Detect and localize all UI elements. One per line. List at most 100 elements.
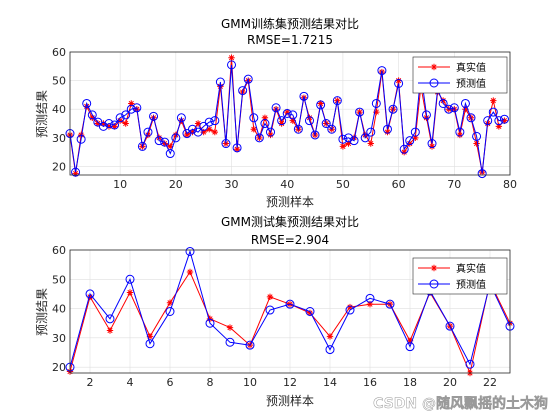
test-legend-box (412, 257, 508, 295)
train-predicted-point (271, 103, 281, 113)
test-predicted-point (345, 305, 355, 315)
test-legend-circle-marker (429, 279, 439, 289)
test-actual-point (186, 268, 194, 276)
train-predicted-point (171, 133, 181, 143)
train-predicted-point (494, 116, 504, 126)
train-predicted-point (215, 77, 225, 87)
train-actual-point (278, 120, 285, 127)
train-actual-point (72, 170, 79, 177)
train-x-tick-label: 40 (280, 178, 294, 191)
train-actual-point (94, 120, 102, 127)
train-actual-point (194, 120, 202, 127)
train-actual-point (400, 148, 408, 156)
test-predicted-point (165, 307, 175, 316)
test-y-axis-label: 预测结果 (35, 288, 49, 336)
train-predicted-point (232, 143, 242, 153)
train-predicted-point (349, 136, 359, 146)
test-legend-label-predicted: 预测值 (456, 278, 486, 291)
train-predicted-point (277, 116, 287, 126)
train-x-tick-label: 70 (447, 178, 461, 191)
test-actual-point (266, 293, 274, 301)
train-predicted-point (238, 86, 248, 96)
train-predicted-point (266, 127, 276, 137)
train-predicted-point (260, 119, 270, 129)
train-predicted-point (110, 120, 120, 130)
test-y-tick-label: 30 (52, 332, 66, 345)
train-actual-point (206, 126, 213, 133)
train-chart-subtitle: RMSE=1.7215 (247, 33, 333, 47)
train-chart-title: GMM训练集预测结果对比 (221, 16, 359, 31)
test-series-line-predicted (69, 249, 511, 368)
train-predicted-point (360, 133, 370, 143)
train-actual-point (228, 54, 235, 61)
train-actual-point (89, 114, 96, 121)
train-actual-point (412, 134, 419, 142)
test-actual-point (106, 327, 114, 334)
test-actual-point (146, 333, 154, 340)
train-predicted-point (444, 104, 454, 114)
train-predicted-point (449, 103, 459, 113)
test-predicted-point (265, 305, 275, 315)
train-actual-point (189, 128, 196, 136)
train-predicted-point (282, 109, 292, 118)
test-x-axis-label: 预测样本 (266, 393, 314, 408)
train-legend-box (412, 56, 508, 94)
train-predicted-point (126, 104, 136, 114)
train-actual-point (233, 146, 241, 153)
train-predicted-point (76, 134, 86, 144)
train-x-axis-label: 预测样本 (266, 194, 314, 209)
test-legend: 真实值 预测值 (412, 257, 508, 295)
train-predicted-point (227, 60, 237, 70)
test-chart: GMM测试集预测结果对比 RMSE=2.904 2 4 6 8 10 12 14 16 18 20… (35, 214, 515, 408)
train-predicted-point (249, 113, 259, 123)
train-predicted-point (154, 136, 164, 146)
train-actual-point (373, 108, 380, 116)
train-x-tick-label: 80 (503, 178, 517, 191)
test-predicted-point (145, 339, 155, 349)
train-predicted-point (499, 114, 509, 124)
train-actual-point (155, 134, 163, 142)
test-y-tick-label: 50 (52, 273, 66, 286)
train-predicted-point (221, 139, 231, 149)
train-legend-circle-marker (429, 78, 439, 88)
train-predicted-point (199, 121, 209, 131)
train-predicted-point (304, 116, 314, 126)
train-actual-point (456, 131, 464, 139)
train-predicted-point (388, 104, 398, 114)
train-predicted-point (71, 167, 81, 177)
train-actual-point (144, 131, 152, 139)
train-x-tick-label: 10 (113, 178, 127, 191)
train-predicted-point (210, 116, 220, 126)
test-actual-point (346, 303, 354, 311)
train-predicted-point (182, 129, 192, 139)
train-actual-point (423, 114, 430, 121)
test-legend-label-actual: 真实值 (456, 262, 486, 275)
test-actual-point (306, 309, 314, 317)
train-predicted-point (427, 139, 437, 149)
train-predicted-point (288, 110, 298, 120)
test-x-tick-label: 16 (363, 376, 377, 389)
test-y-tick-label: 40 (52, 303, 66, 316)
train-actual-point (501, 117, 508, 124)
train-actual-point (406, 140, 413, 147)
test-predicted-point (245, 340, 255, 350)
train-actual-point (339, 143, 347, 150)
test-x-tick-label: 14 (323, 376, 337, 389)
test-plot-frame (69, 249, 511, 374)
train-predicted-point (466, 113, 476, 123)
train-actual-point (172, 131, 180, 139)
train-actual-point (100, 120, 107, 127)
train-chart: GMM训练集预测结果对比 RMSE=1.7215 10 20 30 40 50 60 70 8… (35, 16, 517, 209)
train-predicted-point (421, 110, 431, 120)
test-predicted-point (445, 321, 455, 331)
train-predicted-point (204, 117, 214, 127)
test-x-tick-label: 8 (207, 376, 214, 389)
train-y-tick-label: 60 (52, 46, 66, 59)
test-x-tick-label: 18 (403, 376, 417, 389)
train-predicted-point (366, 127, 376, 137)
test-predicted-point (225, 337, 235, 347)
train-predicted-point (377, 66, 387, 76)
train-predicted-point (438, 98, 448, 108)
train-predicted-point (188, 124, 198, 134)
test-x-tick-label: 22 (483, 376, 497, 389)
